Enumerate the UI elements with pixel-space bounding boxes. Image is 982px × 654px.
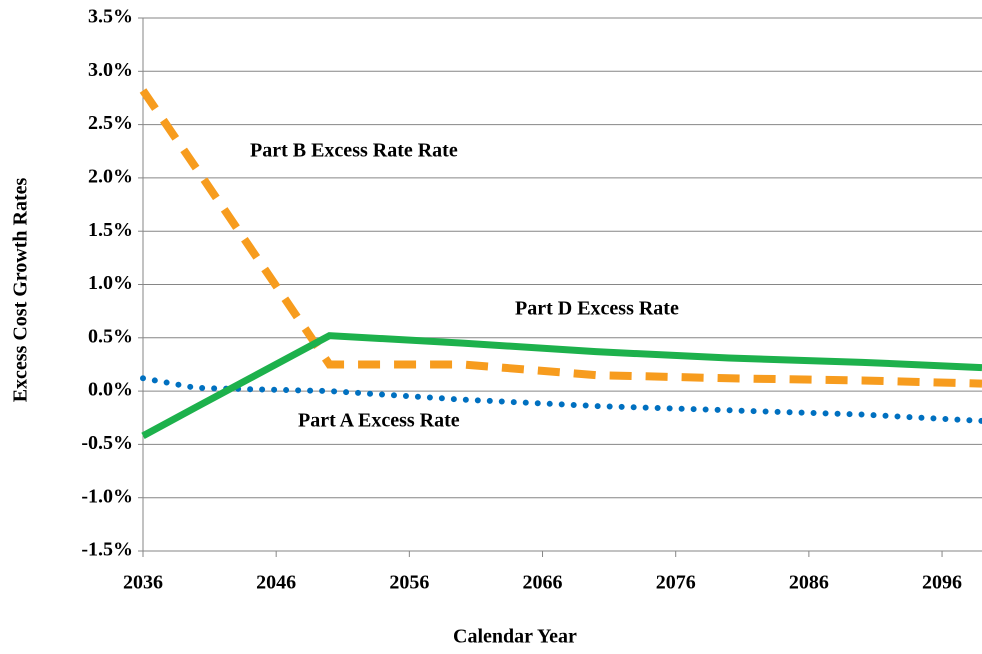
x-tick-label: 2076 (656, 572, 696, 594)
x-tick-label: 2036 (123, 572, 163, 594)
y-tick-label: 3.0% (88, 59, 133, 81)
y-tick-label: 1.0% (88, 272, 133, 294)
y-tick-label: -1.0% (81, 485, 133, 507)
data-line (140, 375, 982, 424)
y-tick-label: -0.5% (81, 432, 133, 454)
y-tick-label: 1.5% (88, 219, 133, 241)
data-line (141, 332, 982, 439)
x-tick-label: 2056 (389, 572, 429, 594)
data-line (139, 88, 982, 388)
y-axis-title: Excess Cost Growth Rates (10, 177, 32, 402)
x-axis-title: Calendar Year (453, 626, 577, 648)
x-tick-label: 2066 (523, 572, 563, 594)
series-label: Part A Excess Rate (298, 410, 460, 432)
y-tick-label: -1.5% (81, 539, 133, 561)
series-label: Part B Excess Rate Rate (250, 140, 458, 162)
y-tick-label: 0.0% (88, 379, 133, 401)
y-tick-label: 3.5% (88, 6, 133, 28)
y-tick-label: 2.5% (88, 112, 133, 134)
series-label: Part D Excess Rate (515, 298, 679, 320)
x-tick-label: 2046 (256, 572, 296, 594)
x-tick-label: 2096 (922, 572, 962, 594)
y-tick-label: 2.0% (88, 165, 133, 187)
y-tick-label: 0.5% (88, 325, 133, 347)
x-tick-label: 2086 (789, 572, 829, 594)
